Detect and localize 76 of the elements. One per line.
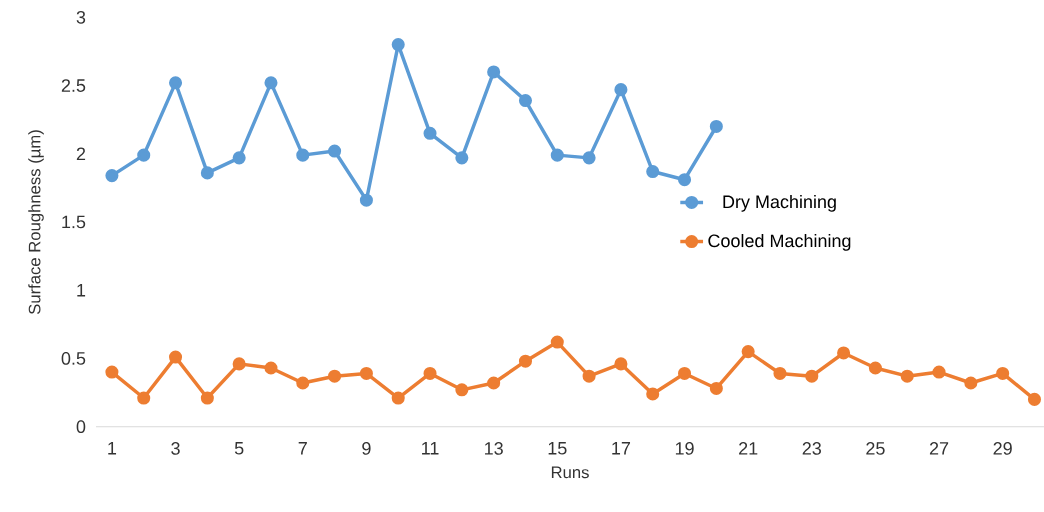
point bbox=[137, 148, 151, 162]
point bbox=[646, 387, 660, 401]
y-axis-title: Surface Roughness (µm) bbox=[28, 130, 44, 315]
point bbox=[550, 148, 564, 162]
point bbox=[805, 369, 819, 383]
x-tick-label: 3 bbox=[171, 442, 180, 455]
point bbox=[296, 148, 310, 162]
point bbox=[582, 369, 596, 383]
x-tick-label: 1 bbox=[108, 442, 117, 455]
y-tick-label: 2 bbox=[76, 147, 86, 161]
point bbox=[900, 369, 914, 383]
x-tick-label: 11 bbox=[422, 442, 439, 455]
point bbox=[359, 193, 373, 207]
point bbox=[391, 391, 405, 405]
point bbox=[741, 345, 755, 359]
point bbox=[232, 151, 246, 165]
x-tick-label: 21 bbox=[739, 442, 758, 455]
x-tick-label: 23 bbox=[802, 442, 821, 455]
x-axis-title: Runs bbox=[551, 466, 589, 479]
x-tick-label: 15 bbox=[548, 442, 567, 455]
point bbox=[137, 391, 151, 405]
point bbox=[614, 357, 628, 371]
point bbox=[837, 346, 851, 360]
point bbox=[264, 76, 278, 90]
x-tick-label: 27 bbox=[929, 442, 949, 455]
point bbox=[105, 169, 119, 183]
point bbox=[646, 164, 660, 179]
point bbox=[169, 76, 183, 90]
point bbox=[868, 361, 882, 375]
x-tick-label: 5 bbox=[234, 442, 244, 455]
x-tick-label: 17 bbox=[612, 442, 631, 455]
point bbox=[487, 65, 501, 79]
x-tick-label: 7 bbox=[298, 442, 307, 455]
point bbox=[328, 144, 342, 158]
point bbox=[518, 354, 533, 368]
point bbox=[677, 173, 692, 187]
point bbox=[328, 369, 342, 383]
point bbox=[487, 376, 501, 390]
point bbox=[455, 151, 469, 165]
x-tick-label: 29 bbox=[993, 442, 1012, 455]
x-tick-label: 25 bbox=[866, 442, 885, 455]
point bbox=[1027, 392, 1042, 406]
y-tick-label: 0 bbox=[76, 420, 86, 434]
point bbox=[550, 335, 564, 349]
y-tick-label: 1 bbox=[77, 284, 86, 297]
point bbox=[677, 366, 692, 380]
point bbox=[391, 38, 405, 52]
point bbox=[709, 119, 723, 134]
point bbox=[264, 361, 278, 375]
point bbox=[200, 391, 214, 405]
point bbox=[773, 366, 787, 380]
point bbox=[964, 376, 978, 390]
point bbox=[105, 365, 119, 379]
point bbox=[423, 126, 437, 140]
point bbox=[423, 366, 437, 380]
point bbox=[518, 94, 533, 108]
point bbox=[932, 365, 946, 379]
legend-label: Cooled Machining bbox=[708, 234, 851, 251]
point bbox=[582, 151, 596, 165]
point bbox=[455, 383, 469, 397]
x-tick-label: 9 bbox=[362, 442, 371, 455]
point bbox=[296, 376, 310, 390]
point bbox=[614, 83, 628, 97]
x-tick-label: 19 bbox=[675, 442, 694, 455]
legend-label: Dry Machining bbox=[723, 194, 836, 212]
point bbox=[232, 357, 246, 371]
y-tick-label: 0.5 bbox=[61, 352, 86, 365]
x-tick-label: 13 bbox=[485, 442, 503, 455]
point bbox=[996, 366, 1010, 380]
point bbox=[169, 350, 183, 364]
y-tick-label: 3 bbox=[76, 10, 86, 24]
point bbox=[359, 366, 373, 380]
y-tick-label: 2.5 bbox=[61, 79, 86, 92]
point bbox=[709, 381, 723, 395]
y-tick-label: 1.5 bbox=[62, 215, 86, 229]
point bbox=[200, 166, 214, 180]
